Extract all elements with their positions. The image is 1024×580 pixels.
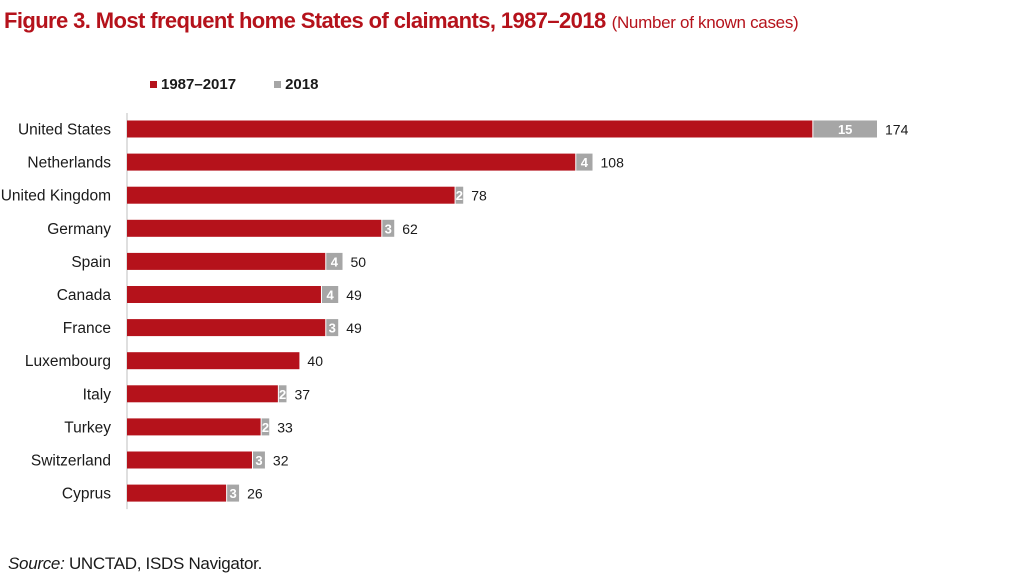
bar-2018-turkey [261, 418, 270, 436]
total-label-netherlands: 108 [601, 155, 625, 171]
label-2018-netherlands: 4 [581, 155, 589, 170]
bar-1987-2017-united-kingdom [127, 186, 455, 204]
bar-2018-germany [382, 219, 395, 237]
legend-item-1987-2017: 1987–2017 [150, 76, 236, 93]
label-2018-switzerland: 3 [255, 453, 262, 468]
source-note: Source: UNCTAD, ISDS Navigator. [8, 554, 262, 574]
category-label-united-states: United States [18, 122, 111, 139]
bar-1987-2017-cyprus [127, 484, 227, 502]
source-label: Source: [8, 554, 65, 573]
total-label-france: 49 [346, 320, 362, 336]
bar-2018-cyprus [227, 484, 240, 502]
source-text: UNCTAD, ISDS Navigator. [68, 554, 262, 573]
bar-2018-united-kingdom [455, 186, 464, 204]
bar-1987-2017-turkey [127, 418, 261, 436]
label-2018-germany: 3 [385, 221, 392, 236]
category-label-germany: Germany [47, 221, 111, 238]
chart-subtitle: (Number of known cases) [611, 13, 799, 32]
bar-1987-2017-france [127, 319, 326, 337]
label-2018-united-states: 15 [838, 122, 852, 137]
label-2018-france: 3 [329, 321, 336, 336]
bar-2018-netherlands [576, 153, 593, 171]
bar-2018-france [326, 319, 339, 337]
bar-2018-united-states [813, 120, 877, 138]
total-label-spain: 50 [351, 254, 367, 270]
bar-1987-2017-luxembourg [127, 352, 300, 370]
label-2018-spain: 4 [331, 254, 339, 269]
label-2018-cyprus: 3 [229, 486, 236, 501]
category-label-netherlands: Netherlands [27, 155, 111, 172]
total-label-luxembourg: 40 [307, 353, 323, 369]
legend-item-2018: 2018 [274, 76, 318, 93]
total-label-united-states: 174 [885, 122, 909, 138]
total-label-switzerland: 32 [273, 453, 289, 469]
total-label-italy: 37 [294, 386, 310, 402]
category-label-france: France [63, 320, 111, 337]
bar-1987-2017-switzerland [127, 451, 252, 469]
chart-title: Figure 3. Most frequent home States of c… [4, 8, 606, 33]
legend-swatch-1987-2017 [150, 81, 157, 88]
category-label-canada: Canada [57, 287, 112, 304]
bar-1987-2017-netherlands [127, 153, 576, 171]
bar-2018-canada [321, 286, 339, 303]
category-label-luxembourg: Luxembourg [25, 353, 111, 370]
bar-1987-2017-spain [127, 252, 326, 270]
bar-1987-2017-germany [127, 219, 382, 237]
legend-label-1987-2017: 1987–2017 [161, 76, 237, 93]
category-label-cyprus: Cyprus [62, 486, 111, 503]
category-label-turkey: Turkey [64, 419, 111, 436]
label-2018-italy: 2 [279, 387, 286, 402]
total-label-canada: 49 [346, 287, 362, 303]
bar-1987-2017-canada [127, 286, 321, 303]
legend-swatch-2018 [274, 81, 282, 88]
category-label-switzerland: Switzerland [31, 453, 111, 470]
total-label-cyprus: 26 [247, 486, 263, 502]
label-2018-turkey: 2 [262, 420, 269, 435]
bar-1987-2017-italy [127, 385, 278, 403]
category-label-united-kingdom: United Kingdom [1, 188, 111, 205]
chart-title-block: Figure 3. Most frequent home States of c… [4, 8, 799, 34]
category-label-spain: Spain [71, 254, 111, 271]
bar-2018-spain [326, 252, 343, 270]
label-2018-canada: 4 [326, 288, 334, 303]
bar-chart: United States 15 174 Netherlands 4 108 United … [1, 113, 909, 510]
label-2018-united-kingdom: 2 [456, 188, 463, 203]
bar-2018-switzerland [253, 451, 265, 469]
total-label-turkey: 33 [277, 419, 293, 435]
bar-1987-2017-united-states [127, 120, 813, 138]
total-label-united-kingdom: 78 [471, 188, 487, 204]
total-label-germany: 62 [402, 221, 418, 237]
legend-label-2018: 2018 [285, 76, 319, 93]
category-label-italy: Italy [83, 386, 112, 403]
bar-2018-italy [278, 385, 287, 403]
chart-legend: 1987–2017 2018 [150, 76, 356, 93]
